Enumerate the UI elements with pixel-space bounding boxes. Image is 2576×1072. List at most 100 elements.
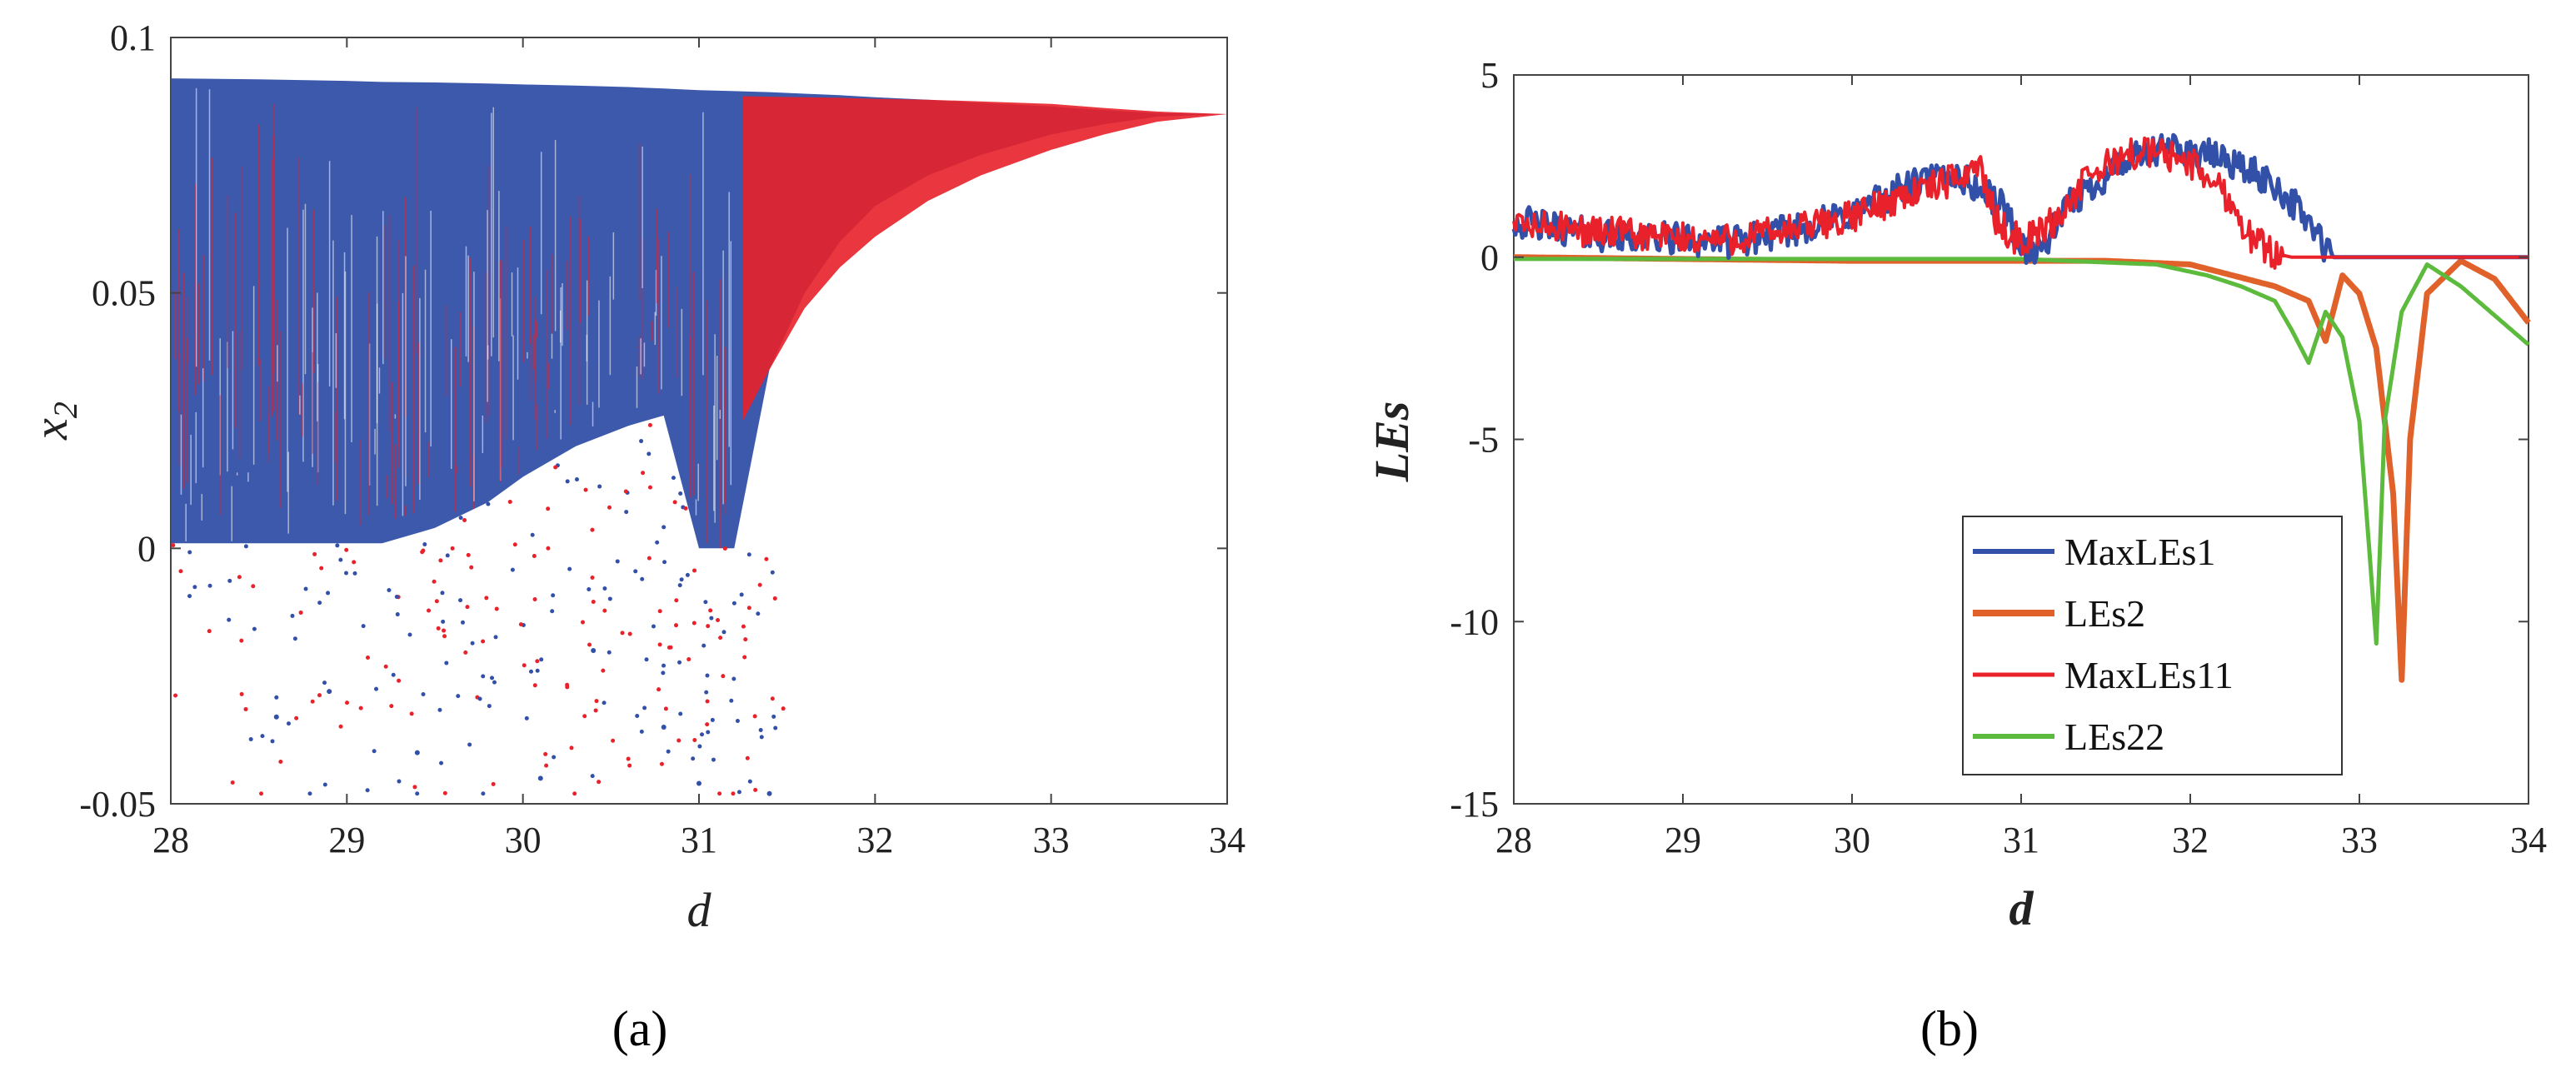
scatter-point — [171, 543, 176, 548]
scatter-point — [703, 600, 708, 605]
scatter-point — [273, 714, 279, 720]
scatter-point — [492, 680, 497, 685]
scatter-point — [187, 594, 192, 599]
scatter-point — [532, 554, 537, 559]
scatter-point — [487, 704, 492, 709]
scatter-point — [677, 660, 682, 665]
scatter-point — [711, 757, 716, 762]
scatter-point — [567, 566, 572, 571]
scatter-point — [582, 714, 587, 719]
scatter-point — [627, 631, 632, 636]
scatter-point — [292, 636, 297, 641]
scatter-point — [757, 582, 762, 587]
scatter-point — [415, 791, 420, 796]
x-tick-label: 33 — [2341, 820, 2378, 860]
scatter-point — [607, 650, 612, 655]
scatter-point — [352, 560, 357, 565]
scatter-point — [741, 624, 746, 629]
scatter-point — [646, 451, 651, 456]
scatter-point — [697, 744, 702, 749]
scatter-point — [344, 571, 349, 576]
scatter-point — [672, 500, 677, 505]
scatter-point — [770, 696, 775, 701]
scatter-point — [772, 596, 777, 601]
scatter-point — [565, 685, 570, 690]
legend-label-LEs22: LEs22 — [2064, 715, 2164, 758]
scatter-point — [445, 553, 450, 558]
x-tick-label: 32 — [856, 820, 893, 860]
scatter-point — [602, 586, 607, 591]
scatter-point — [678, 491, 683, 496]
scatter-point — [361, 624, 366, 629]
scatter-point — [338, 724, 343, 729]
scatter-point — [412, 785, 417, 790]
scatter-point — [666, 645, 671, 650]
scatter-point — [565, 479, 570, 484]
scatter-point — [493, 635, 498, 640]
scatter-point — [591, 599, 596, 604]
y-tick-label: -15 — [1450, 784, 1499, 825]
scatter-point — [397, 678, 402, 683]
scatter-point — [546, 546, 551, 551]
x-tick-label: 30 — [1834, 820, 1870, 860]
scatter-point — [237, 575, 242, 580]
scatter-point — [691, 621, 696, 626]
scatter-point — [692, 568, 697, 573]
scatter-point — [537, 775, 543, 781]
scatter-point — [458, 516, 463, 521]
panel-b-data-layer — [1511, 132, 2531, 683]
scatter-point — [462, 517, 467, 522]
scatter-point — [752, 714, 757, 719]
panel-b-x-axis-label: d — [2009, 881, 2034, 935]
scatter-point — [705, 722, 710, 727]
scatter-point — [591, 648, 597, 653]
scatter-point — [243, 706, 248, 711]
scatter-point — [553, 465, 558, 470]
scatter-point — [529, 669, 534, 674]
scatter-point — [274, 695, 279, 700]
x-tick-label: 29 — [1665, 820, 1701, 860]
scatter-point — [746, 552, 751, 557]
scatter-point — [335, 543, 340, 548]
scatter-point — [635, 714, 640, 719]
scatter-point — [746, 606, 751, 611]
scatter-point — [686, 656, 691, 661]
scatter-point — [535, 659, 540, 664]
scatter-point — [706, 624, 711, 629]
scatter-point — [623, 489, 628, 494]
scatter-point — [322, 681, 327, 686]
scatter-point — [683, 506, 688, 511]
scatter-point — [745, 755, 750, 760]
legend-label-LEs2: LEs2 — [2064, 592, 2145, 635]
scatter-point — [437, 707, 442, 712]
scatter-point — [352, 571, 357, 576]
scatter-point — [639, 439, 644, 444]
scatter-point — [704, 690, 709, 695]
scatter-point — [507, 499, 512, 504]
scatter-point — [546, 506, 551, 511]
y-tick-label: -0.05 — [79, 784, 156, 825]
scatter-point — [243, 544, 248, 549]
scatter-point — [374, 686, 379, 691]
scatter-point — [444, 661, 449, 666]
scatter-point — [781, 706, 786, 711]
bifurcation-band-0 — [171, 78, 1227, 549]
y-tick-label: 0.05 — [92, 273, 156, 314]
panel-a-y-axis-label-main: x — [23, 418, 77, 441]
scatter-point — [512, 542, 517, 547]
scatter-point — [742, 655, 747, 660]
scatter-point — [524, 715, 529, 720]
scatter-point — [394, 595, 399, 600]
panel-b-legend: MaxLEs1 LEs2 MaxLEs11 LEs22 — [1962, 516, 2343, 775]
scatter-point — [345, 701, 350, 706]
scatter-point — [590, 576, 595, 581]
scatter-point — [642, 706, 647, 711]
legend-box — [1962, 516, 2343, 775]
scatter-point — [597, 780, 602, 785]
scatter-point — [659, 761, 664, 766]
scatter-point — [651, 624, 656, 629]
scatter-point — [470, 641, 475, 646]
scatter-point — [463, 650, 468, 655]
scatter-point — [705, 673, 710, 678]
scatter-point — [458, 598, 463, 603]
